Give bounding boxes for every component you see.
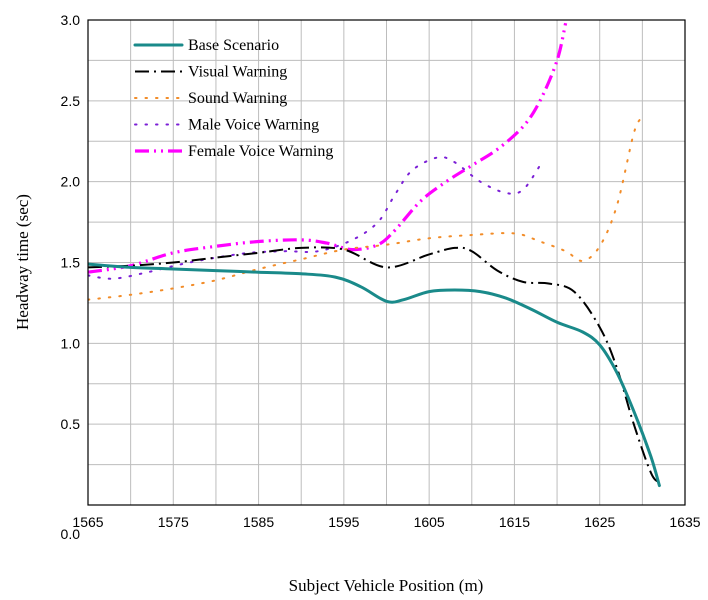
x-tick-label: 1635 [669, 514, 700, 530]
legend-label: Base Scenario [188, 37, 279, 54]
plot-frame [87, 19, 686, 506]
y-tick-label: 0.0 [61, 526, 81, 542]
y-tick-label: 1.5 [61, 255, 81, 271]
series-layer [88, 22, 661, 488]
x-tick-label: 1585 [243, 514, 274, 530]
x-axis-title: Subject Vehicle Position (m) [289, 576, 484, 595]
x-tick-label: 1565 [72, 514, 103, 530]
y-tick-label: 3.0 [61, 12, 81, 28]
y-tick-label: 0.5 [61, 416, 81, 432]
legend: Base Scenario Visual Warning Sound Warning… [133, 37, 333, 160]
y-axis-title: Headway time (sec) [13, 194, 32, 330]
y-tick-label: 2.5 [61, 93, 81, 109]
series-line-base-scenario [88, 262, 661, 488]
legend-label: Visual Warning [188, 64, 287, 81]
series-line-sound-warning [88, 116, 644, 301]
legend-label: Male Voice Warning [188, 117, 319, 134]
legend-label: Sound Warning [188, 90, 287, 107]
y-tick-label: 1.0 [61, 335, 81, 351]
x-tick-label: 1615 [499, 514, 530, 530]
series-line-male-voice-warning [88, 156, 541, 280]
x-tick-label: 1595 [328, 514, 359, 530]
x-ticks: 1565 1575 1585 1595 1605 1615 1625 1635 [72, 514, 700, 530]
x-tick-label: 1625 [584, 514, 615, 530]
series-line-visual-warning [88, 246, 661, 484]
x-tick-label: 1605 [414, 514, 445, 530]
y-tick-label: 2.0 [61, 174, 81, 190]
x-tick-label: 1575 [158, 514, 189, 530]
grid [88, 20, 685, 505]
y-ticks: 0.0 0.5 1.0 1.5 2.0 2.5 3.0 [61, 12, 81, 542]
series-line-female-voice-warning [88, 22, 568, 274]
legend-label: Female Voice Warning [188, 143, 333, 160]
